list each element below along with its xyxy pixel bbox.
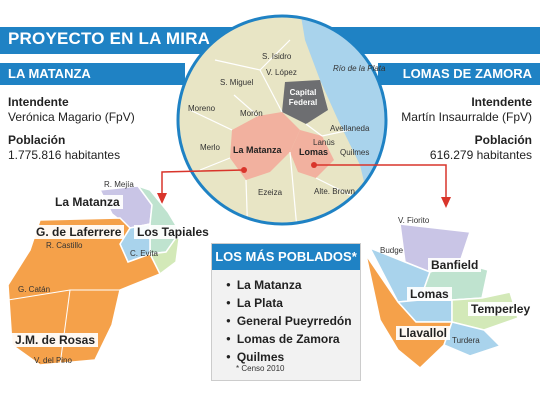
lomas-section-title: LOMAS DE ZAMORA: [378, 63, 540, 85]
label-merlo: Merlo: [200, 143, 221, 152]
label-banfield: Banfield: [428, 258, 482, 272]
la-matanza-info: Intendente Verónica Magario (FpV) Poblac…: [8, 95, 135, 163]
census-note: * Censo 2010: [236, 364, 285, 373]
label-ezeiza: Ezeiza: [258, 188, 283, 197]
label-lomas: Lomas: [407, 287, 452, 301]
turdera-zone: [443, 321, 502, 357]
right-arrow-head-icon: [441, 197, 451, 208]
poblacion-label: Población: [8, 133, 66, 147]
list-item: Quilmes: [226, 348, 352, 366]
la-matanza-marker: [241, 167, 247, 173]
district-borders: [189, 39, 361, 224]
intendente-name: Martín Insaurralde (FpV): [401, 110, 532, 124]
label-c-evita: C. Evita: [130, 249, 159, 258]
lomas-info: Intendente Martín Insaurralde (FpV) Pobl…: [380, 95, 532, 163]
label-v-del-pino: V. del Pino: [34, 356, 72, 365]
label-s-isidro: S. Isidro: [262, 52, 292, 61]
label-la-matanza-circle: La Matanza: [233, 145, 282, 155]
label-s-miguel: S. Miguel: [220, 78, 254, 87]
list-item: Lomas de Zamora: [226, 330, 352, 348]
label-alte-brown: Alte. Brown: [314, 187, 355, 196]
most-populated-list: La Matanza La Plata General Pueyrredón L…: [226, 276, 352, 366]
label-lomas-circle: Lomas: [299, 147, 329, 157]
label-quilmes: Quilmes: [340, 148, 370, 157]
la-matanza-inner-borders: [7, 289, 120, 366]
label-llavallol: Llavallol: [396, 326, 451, 340]
lomas-marker: [311, 162, 317, 168]
label-g-de-laferrere: G. de Laferrere: [33, 225, 125, 239]
list-item: General Pueyrredón: [226, 312, 352, 330]
label-los-tapiales: Los Tapiales: [134, 225, 212, 239]
label-moron: Morón: [240, 109, 263, 118]
page-title: PROYECTO EN LA MIRA: [8, 29, 211, 48]
poblacion-value: 1.775.816 habitantes: [8, 148, 121, 162]
poblacion-value: 616.279 habitantes: [429, 148, 532, 162]
la-matanza-section-title: LA MATANZA: [0, 63, 185, 85]
label-v-fiorito: V. Fiorito: [398, 216, 430, 225]
circle-map-border: [176, 14, 388, 226]
capital-federal-area: [282, 80, 328, 124]
label-avellaneda: Avellaneda: [330, 124, 370, 133]
label-v-lopez: V. López: [266, 68, 297, 77]
label-r-castillo: R. Castillo: [46, 241, 83, 250]
most-populated-box: LOS MÁS POBLADOS* La Matanza La Plata Ge…: [211, 243, 361, 381]
label-temperley: Temperley: [468, 302, 534, 316]
label-g-catan: G. Catán: [18, 285, 51, 294]
label-moreno: Moreno: [188, 104, 216, 113]
lomas-area: [290, 130, 334, 178]
label-capital-federal: Capital Federal: [288, 88, 318, 107]
label-budge: Budge: [380, 246, 404, 255]
connector-arrows: [161, 164, 447, 200]
poblacion-label: Población: [474, 133, 532, 147]
left-arrow-head-icon: [157, 193, 167, 204]
intendente-label: Intendente: [471, 95, 532, 109]
label-rio-de-la-plata: Río de la Plata: [333, 64, 386, 73]
most-populated-title: LOS MÁS POBLADOS*: [212, 244, 360, 270]
label-la-matanza: La Matanza: [52, 195, 123, 209]
la-matanza-area: [230, 112, 300, 180]
list-item: La Matanza: [226, 276, 352, 294]
label-turdera: Turdera: [452, 336, 480, 345]
list-item: La Plata: [226, 294, 352, 312]
label-r-mejia: R. Mejía: [104, 180, 134, 189]
intendente-name: Verónica Magario (FpV): [8, 110, 135, 124]
label-lanus: Lanús: [313, 138, 335, 147]
label-jm-de-rosas: J.M. de Rosas: [12, 333, 99, 347]
intendente-label: Intendente: [8, 95, 69, 109]
